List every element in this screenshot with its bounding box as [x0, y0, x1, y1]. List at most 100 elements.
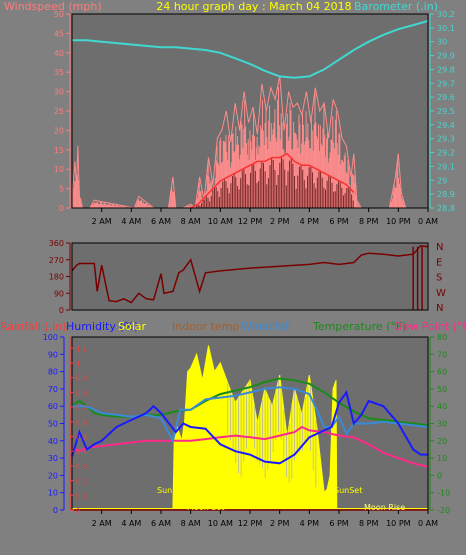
humidity-tick-label: 60	[48, 402, 58, 411]
temperature-tick-label: 40	[437, 402, 447, 411]
x-tick-label: 10 AM	[208, 217, 233, 226]
rainfall-tick-label: 0	[76, 507, 80, 515]
barometer-tick-label: 29.2	[437, 149, 455, 158]
humidity-tick-label: 40	[48, 437, 58, 446]
barometer-tick-label: 29.6	[437, 93, 455, 102]
direction-tick-label: 180	[49, 273, 64, 282]
wind-tick-label: 5	[59, 185, 64, 194]
temperature-tick-label: 80	[437, 333, 447, 342]
temperature-tick-label: 30	[437, 420, 447, 429]
humidity-tick-label: 30	[48, 454, 58, 463]
sunrise-label: SunRise	[157, 486, 189, 495]
direction-tick-label: 90	[54, 289, 64, 298]
wind-tick-label: 50	[54, 10, 64, 19]
x-tick-label: 4 PM	[300, 519, 319, 528]
x-tick-label: 6 AM	[151, 519, 171, 528]
wind-tick-label: 20	[54, 126, 64, 135]
x-tick-label: 12 PM	[238, 519, 263, 528]
direction-degree-ticks: 0 90 180 270 360	[49, 239, 71, 315]
x-tick-label: 4 AM	[121, 217, 141, 226]
humidity-line	[71, 390, 428, 465]
humidity-tick-label: 80	[48, 368, 58, 377]
temperature-tick-label: 70	[437, 350, 447, 359]
temperature-tick-label: 20	[437, 437, 447, 446]
barometer-tick-label: 29.7	[437, 79, 455, 88]
barometer-axis-title: Barometer (.in)	[354, 0, 438, 13]
temperature-tick-label: 10	[437, 454, 447, 463]
wind-tick-label: 35	[54, 68, 64, 77]
wind-direction-line	[71, 245, 429, 304]
rainfall-tick-label: 1	[76, 360, 80, 368]
solar-area	[72, 345, 428, 511]
compass-label: S	[436, 273, 442, 284]
temperature-axis-ticks: -20 -10 0 10 20 30 40 50 60 70 80	[429, 333, 450, 515]
wind-axis-title: Windspeed (mph)	[4, 0, 102, 13]
windchill-label: Windchill	[241, 320, 291, 333]
x-tick-label: 10 PM	[386, 217, 411, 226]
x-tick-label: 0 AM	[418, 519, 438, 528]
humidity-tick-label: 70	[48, 385, 58, 394]
wind-tick-label: 10	[54, 165, 64, 174]
direction-marks	[71, 245, 429, 310]
humidity-axis-ticks: 0 10 20 30 40 50 60 70 80 90 100	[43, 333, 64, 515]
x-tick-label: 2 AM	[92, 217, 112, 226]
rainfall-tick-label: 1.1	[76, 345, 87, 353]
wind-average-line	[190, 152, 355, 209]
indoor-temp-label: Indoor temp	[172, 320, 239, 333]
direction-plot-area	[72, 243, 428, 310]
x-tick-label: 4 PM	[300, 217, 319, 226]
x-tick-label: 10 PM	[386, 519, 411, 528]
time-axis-ticks-top: 2 AM 4 AM 6 AM 8 AM 10 AM 12 PM 2 PM 4 PM 6 PM 8 …	[92, 208, 438, 226]
chart-title: 24 hour graph day : March 04 2018	[156, 0, 351, 13]
humidity-tick-label: 0	[53, 506, 58, 515]
temperature-tick-label: 50	[437, 385, 447, 394]
humidity-tick-label: 20	[48, 471, 58, 480]
rainfall-axis-title: Rainfall (.in)	[0, 320, 67, 333]
direction-tick-label: 270	[49, 256, 64, 265]
wind-tick-label: 45	[54, 29, 64, 38]
direction-plot-frame	[71, 242, 429, 311]
humidity-tick-label: 10	[48, 489, 58, 498]
compass-label: W	[436, 288, 446, 299]
time-axis-ticks-bottom: 2 AM 4 AM 6 AM 8 AM 10 AM 12 PM 2 PM 4 PM 6 PM 8 …	[92, 510, 438, 528]
barometer-tick-label: 30.2	[437, 10, 455, 19]
wind-tick-label: 0	[59, 204, 64, 213]
solar-axis-title: Solar	[118, 320, 147, 333]
rainfall-tick-label: 0.7	[76, 404, 87, 412]
wind-tick-label: 25	[54, 107, 64, 116]
x-tick-label: 6 PM	[329, 217, 348, 226]
compass-label: E	[436, 257, 442, 268]
barometer-line	[72, 19, 429, 79]
barometer-tick-label: 29	[437, 176, 447, 185]
temperature-line	[71, 377, 429, 427]
wind-axis-ticks: 0 5 10 15 20 25 30 35 40 45 50	[54, 10, 71, 213]
humidity-tick-label: 100	[43, 333, 58, 342]
moonset-label: Moon Set	[187, 503, 224, 512]
wind-barometer-marks	[71, 19, 429, 209]
x-tick-label: 2 PM	[270, 519, 289, 528]
wind-tick-label: 15	[54, 146, 64, 155]
barometer-tick-label: 28.8	[437, 204, 455, 213]
x-tick-label: 2 AM	[92, 519, 112, 528]
barometer-tick-label: 30	[437, 38, 447, 47]
x-tick-label: 8 AM	[181, 519, 201, 528]
temperature-axis-title: Temperature (°F)	[312, 320, 407, 333]
barometer-tick-label: 29.4	[437, 121, 455, 130]
temperature-tick-label: 0	[437, 471, 442, 480]
rainfall-tick-label: 0.6	[76, 419, 88, 427]
compass-label: N	[436, 303, 443, 314]
x-tick-label: 8 PM	[359, 519, 378, 528]
humidity-axis-title: Humidity (%)	[66, 320, 138, 333]
x-tick-label: 8 PM	[359, 217, 378, 226]
barometer-tick-label: 29.5	[437, 107, 455, 116]
rainfall-tick-label: 0.2	[76, 478, 87, 486]
windspeed-line	[71, 76, 428, 209]
compass-label: N	[436, 242, 443, 253]
barometer-tick-label: 30.1	[437, 24, 455, 33]
x-tick-label: 4 AM	[121, 519, 141, 528]
barometer-tick-label: 29.8	[437, 65, 455, 74]
rainfall-tick-label: 0.5	[76, 434, 87, 442]
humidity-tick-label: 90	[48, 350, 58, 359]
barometer-axis-ticks: 28.8 28.9 29 29.1 29.2 29.3 29.4 29.5 29.6 29.7 29…	[429, 10, 455, 213]
